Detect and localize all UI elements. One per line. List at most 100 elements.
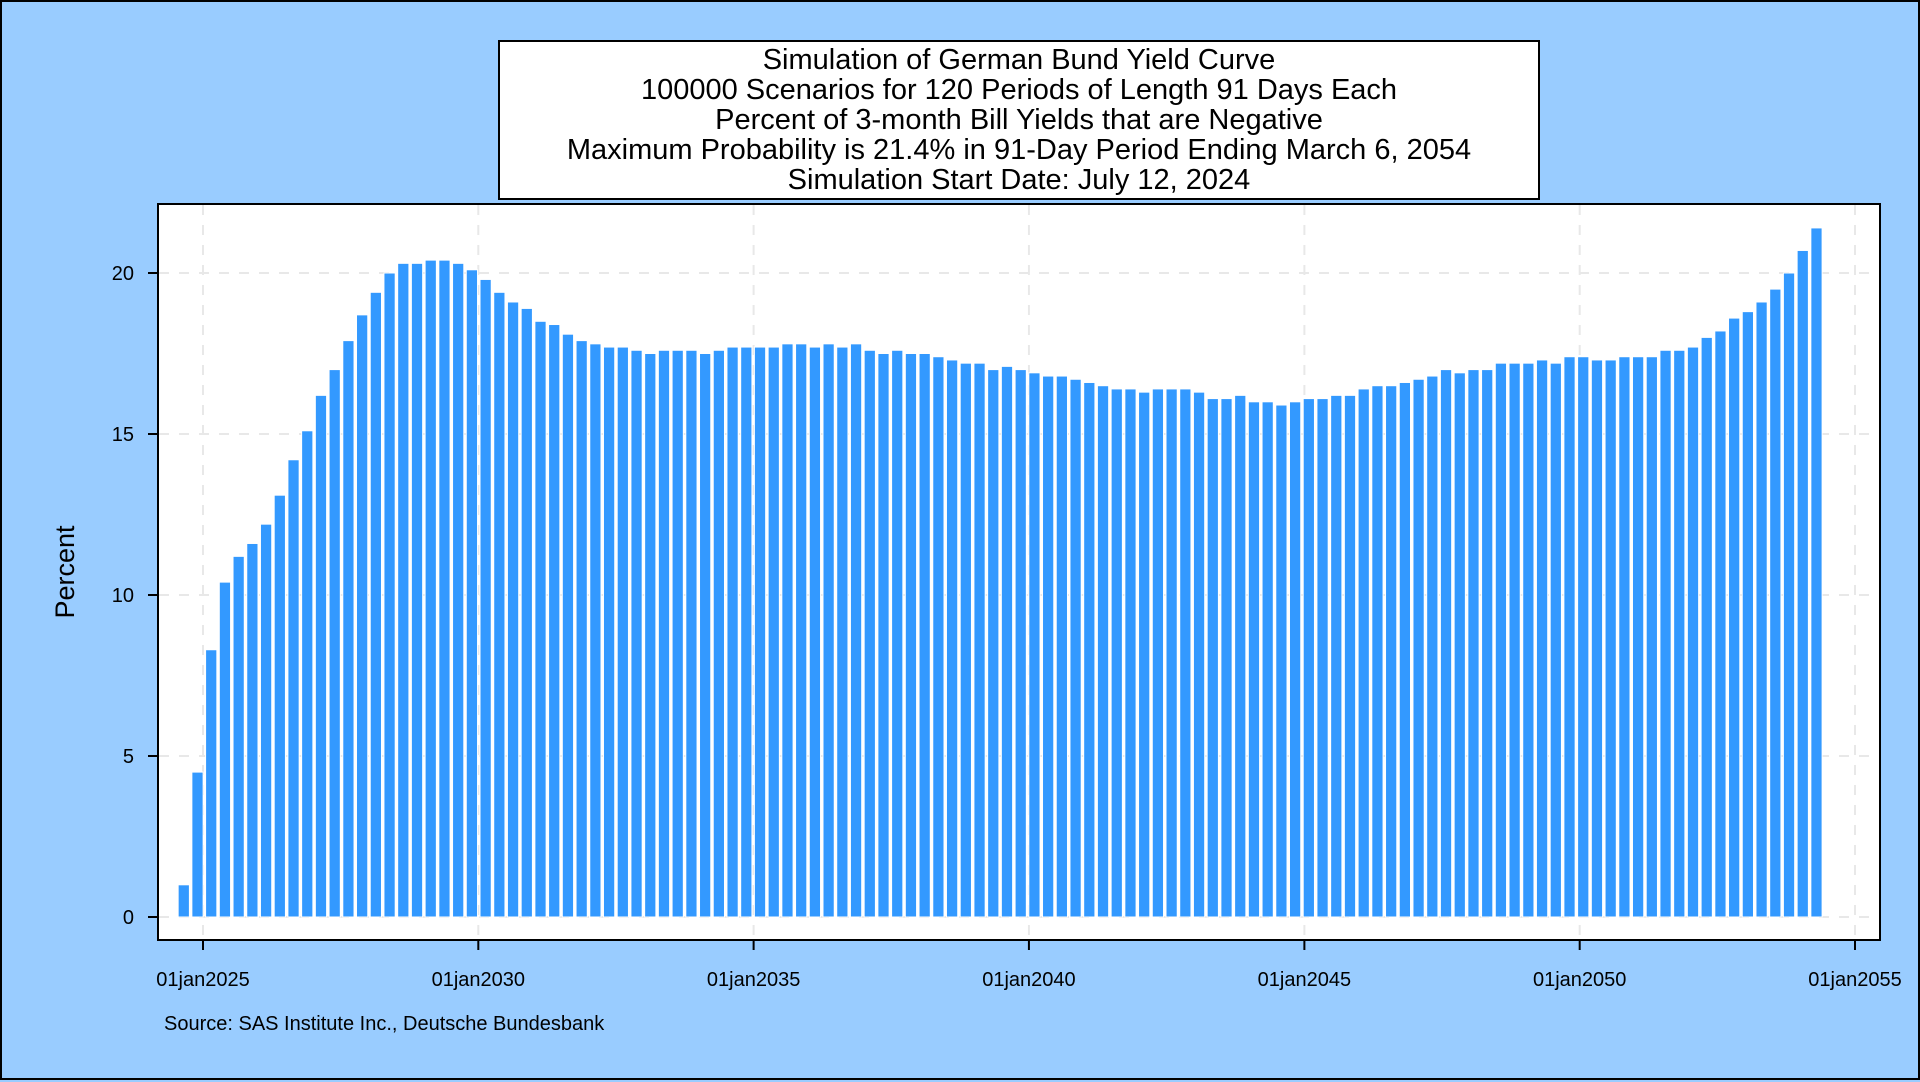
bar (1083, 381, 1096, 918)
bar (849, 343, 863, 918)
bar (1343, 394, 1357, 918)
bar (1288, 401, 1302, 918)
bar (959, 362, 972, 918)
bar (1165, 388, 1178, 918)
y-tick-label: 20 (112, 263, 134, 285)
bar (1618, 356, 1631, 918)
y-tick-label: 0 (123, 907, 134, 929)
bar (232, 555, 245, 918)
bar (671, 349, 684, 918)
bar (1577, 356, 1590, 918)
bar (630, 349, 643, 918)
bars (177, 227, 1823, 918)
bar (1659, 349, 1672, 918)
bar (1096, 385, 1110, 918)
bar (1028, 372, 1041, 918)
bar (1467, 369, 1480, 918)
bar (1371, 385, 1384, 918)
bar (1151, 388, 1165, 918)
bar (534, 320, 547, 918)
bar (1412, 378, 1425, 918)
bar (1206, 398, 1219, 918)
bar (1426, 375, 1439, 918)
bar (1453, 372, 1466, 918)
bar (808, 346, 822, 918)
bar (1604, 359, 1617, 918)
bar (1042, 375, 1055, 918)
chart-title-line-4: Maximum Probability is 21.4% in 91-Day P… (566, 134, 1472, 166)
bar (520, 307, 533, 918)
bar (1316, 398, 1329, 918)
bar (1673, 349, 1686, 918)
bar (1522, 362, 1535, 918)
bar (712, 349, 725, 918)
bar (177, 884, 190, 918)
bar (863, 349, 876, 918)
bar (1275, 404, 1288, 918)
x-tick-label: 01jan2040 (982, 969, 1075, 991)
bar (1645, 356, 1658, 918)
axes: 0 5 10 15 20 01jan2025 01jan2030 01jan2035 01jan… (112, 263, 1902, 991)
bar (1590, 359, 1604, 918)
bar (1782, 272, 1796, 918)
bar (301, 430, 314, 918)
x-tick-label: 01jan2055 (1808, 969, 1901, 991)
bar (1549, 362, 1562, 918)
bar (616, 346, 629, 918)
x-tick-label: 01jan2030 (432, 969, 525, 991)
bar (561, 333, 575, 918)
bar (1000, 365, 1014, 918)
bar (1741, 311, 1754, 918)
bar (932, 356, 945, 918)
bar (1714, 330, 1727, 918)
bar (479, 278, 492, 918)
bar (273, 494, 286, 918)
source-note: Source: SAS Institute Inc., Deutsche Bun… (164, 1013, 605, 1035)
bar (205, 649, 218, 918)
bar (383, 272, 396, 918)
bar (548, 324, 561, 918)
bar (657, 349, 671, 918)
chart-title-box: Simulation of German Bund Yield Curve 10… (498, 40, 1540, 200)
bar (1439, 369, 1453, 918)
y-tick-label: 15 (112, 424, 134, 446)
bar (1494, 362, 1508, 918)
bar (973, 362, 986, 918)
bar (424, 259, 437, 918)
bar (1014, 369, 1027, 918)
bar (1728, 317, 1741, 918)
bar (493, 291, 506, 918)
bar (1508, 362, 1521, 918)
bar (1220, 398, 1233, 918)
y-axis-label: Percent (50, 525, 80, 619)
bar (1563, 356, 1576, 918)
bar (452, 262, 465, 918)
bar (1385, 385, 1398, 918)
bar (1700, 336, 1713, 918)
bar (506, 301, 520, 918)
bar (1192, 391, 1206, 918)
y-tick-label: 5 (123, 746, 134, 768)
bar (945, 359, 959, 918)
bar (1769, 288, 1782, 918)
bar (1138, 391, 1151, 918)
chart-title-line-2: 100000 Scenarios for 120 Periods of Leng… (640, 74, 1398, 106)
bar (1357, 388, 1370, 918)
bar (1234, 394, 1247, 918)
chart-title-line-1: Simulation of German Bund Yield Curve (762, 44, 1276, 76)
bar (1631, 356, 1645, 918)
bar (1055, 375, 1068, 918)
bar (918, 353, 931, 918)
bar (877, 353, 890, 918)
bar (699, 353, 712, 918)
bar (1302, 398, 1315, 918)
bar (191, 771, 204, 918)
bar (342, 340, 355, 918)
x-tick-label: 01jan2025 (156, 969, 249, 991)
bar (1124, 388, 1137, 918)
bar (287, 459, 300, 918)
bar (1755, 301, 1768, 918)
bar (369, 291, 382, 918)
